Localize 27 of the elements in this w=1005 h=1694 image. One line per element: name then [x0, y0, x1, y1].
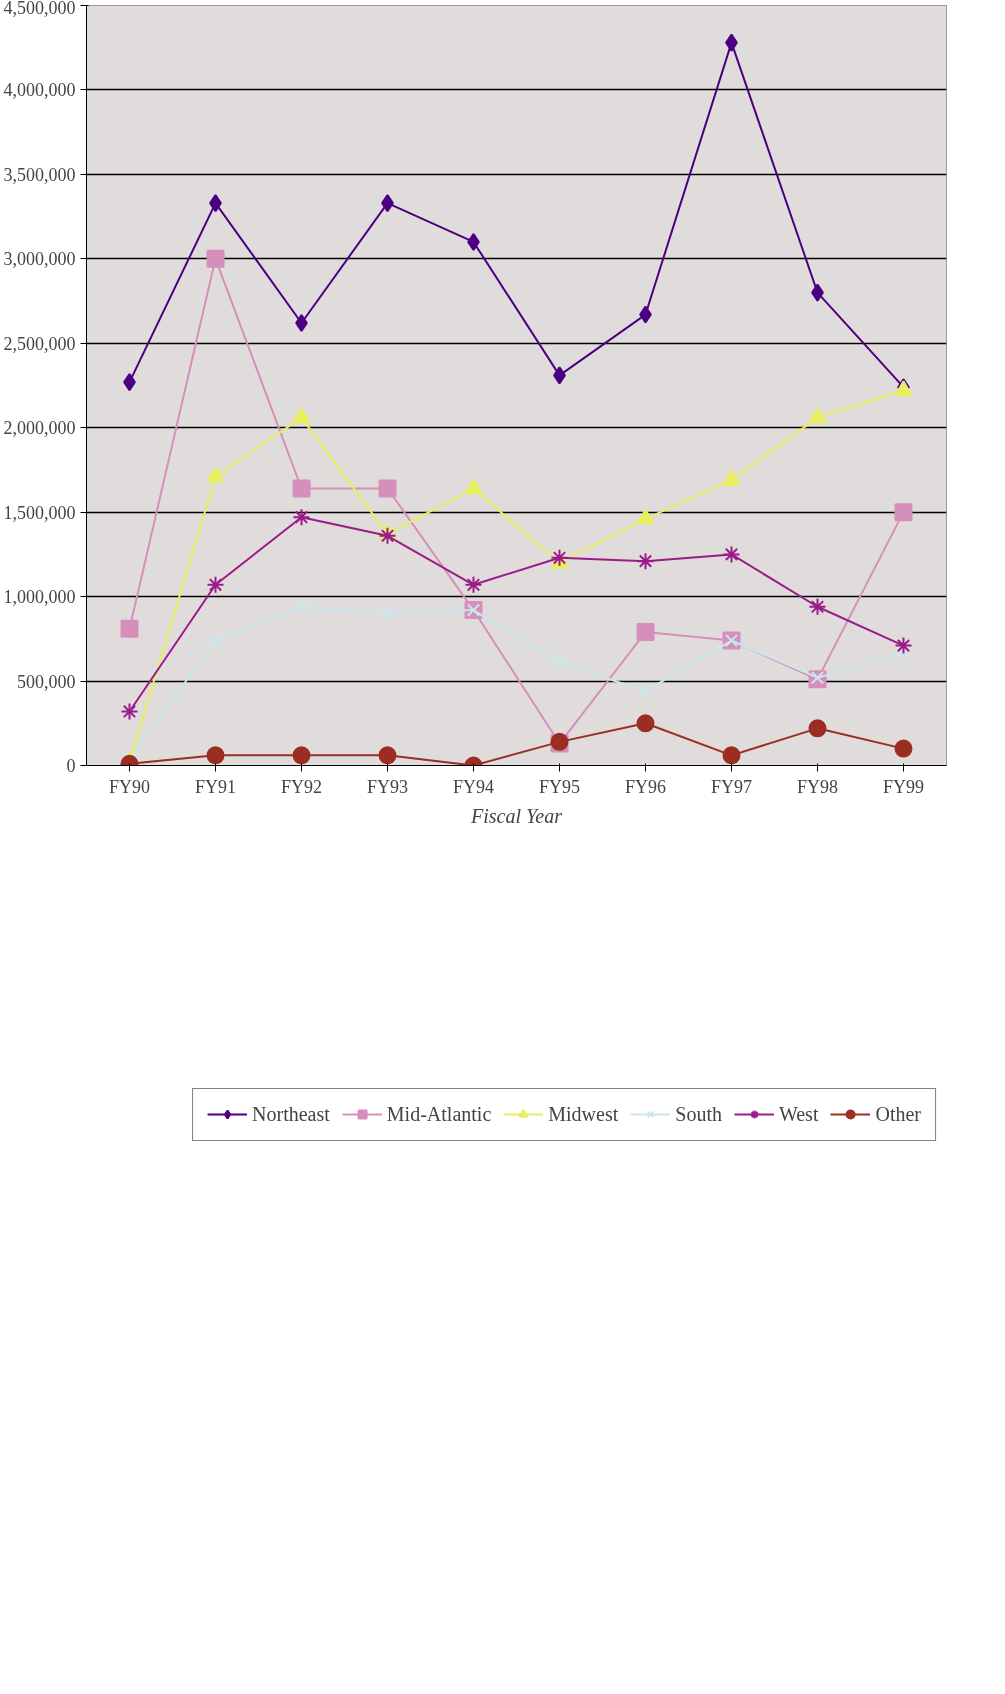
x-tick-label: FY97 [711, 776, 753, 797]
legend-label: Northeast [252, 1102, 330, 1126]
x-tick-label: FY92 [281, 776, 323, 797]
legend-label: South [675, 1102, 722, 1126]
x-tick-label: FY93 [367, 776, 409, 797]
y-tick-label: 500,000 [17, 671, 76, 692]
x-axis-title: Fiscal Year [470, 804, 563, 827]
x-tick-label: FY90 [109, 776, 151, 797]
y-tick-label: 0 [66, 756, 76, 776]
y-tick-label: 3,000,000 [3, 249, 76, 270]
x-tick-label: FY91 [195, 776, 237, 797]
y-tick-label: 3,500,000 [3, 164, 76, 185]
y-tick-label: 4,000,000 [3, 80, 76, 101]
x-tick-label: FY98 [797, 776, 839, 797]
y-tick-label: 2,500,000 [3, 333, 76, 354]
x-tick-label: FY99 [883, 776, 925, 797]
y-tick-label: 1,500,000 [3, 502, 76, 523]
legend-label: Mid-Atlantic [386, 1102, 492, 1126]
y-tick-label: 2,000,000 [3, 418, 76, 439]
y-tick-label: 4,500,000 [3, 0, 76, 18]
x-tick-label: FY94 [453, 776, 495, 797]
x-tick-label: FY95 [539, 776, 581, 797]
legend-label: Midwest [548, 1102, 619, 1126]
legend-label: West [778, 1102, 819, 1126]
x-tick-label: FY96 [625, 776, 667, 797]
y-tick-label: 1,000,000 [3, 587, 76, 608]
legend-label: Other [875, 1102, 921, 1126]
